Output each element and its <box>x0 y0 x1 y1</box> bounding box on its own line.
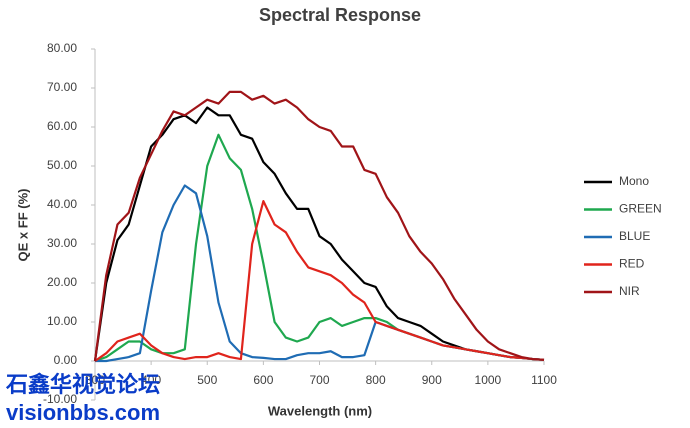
x-tick-label: 1100 <box>531 373 557 387</box>
y-tick-label: 60.00 <box>47 119 77 133</box>
legend-label: Mono <box>619 174 649 188</box>
y-tick-label: 30.00 <box>47 236 77 250</box>
line <box>93 90 545 362</box>
y-tick-label: 0.00 <box>54 353 78 367</box>
x-tick-label: 900 <box>422 373 442 387</box>
y-tick-label: 20.00 <box>47 275 77 289</box>
x-tick-label: 700 <box>309 373 329 387</box>
legend-label: RED <box>619 257 645 271</box>
x-tick-label: 300 <box>85 373 105 387</box>
chart-title: Spectral Response <box>259 5 421 25</box>
x-tick-label: 500 <box>197 373 217 387</box>
y-tick-label: 80.00 <box>47 41 77 55</box>
line <box>94 200 545 362</box>
x-axis-title: Wavelength (nm) <box>268 403 372 418</box>
y-tick-label: -10.00 <box>43 392 77 406</box>
legend-label: GREEN <box>619 202 662 216</box>
line <box>95 184 545 363</box>
y-axis-title: QE x FF (%) <box>15 189 30 262</box>
x-tick-label: 600 <box>253 373 273 387</box>
line <box>94 133 545 363</box>
plot: -10.00 0.00 10.00 20.00 30.00 40.00 50.00 60.00… <box>43 41 662 406</box>
watermark: visionbbs.com <box>6 400 160 425</box>
x-tick-label: 400 <box>141 373 161 387</box>
x-tick-label: 1000 <box>475 373 502 387</box>
legend-label: NIR <box>619 284 640 298</box>
x-tick-label: 800 <box>366 373 386 387</box>
y-tick-label: 40.00 <box>47 197 77 211</box>
y-tick-label: 10.00 <box>47 314 77 328</box>
y-tick-label: 50.00 <box>47 158 77 172</box>
legend-label: BLUE <box>619 229 650 243</box>
y-tick-label: 70.00 <box>47 80 77 94</box>
watermark: 石鑫华视觉论坛 <box>5 372 160 397</box>
